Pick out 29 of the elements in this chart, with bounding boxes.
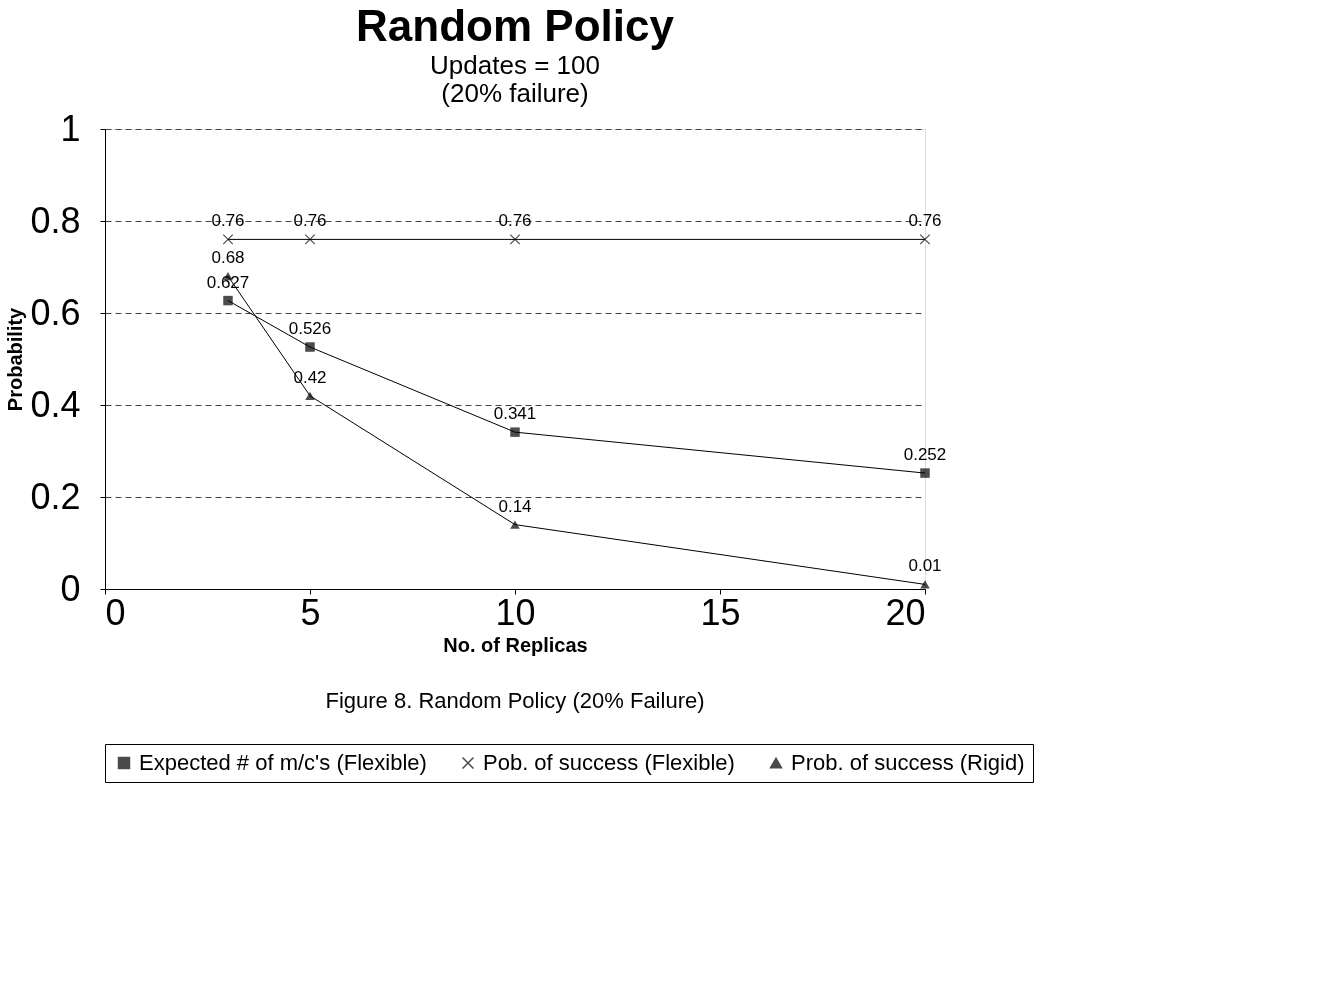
x-tick-label: 10 bbox=[495, 591, 536, 633]
data-label: 0.627 bbox=[206, 272, 250, 292]
x-tick-label: 0 bbox=[105, 591, 126, 633]
y-tick-label: 0.6 bbox=[30, 291, 81, 333]
data-label: 0.526 bbox=[288, 319, 332, 339]
y-tick-label: 0.8 bbox=[30, 199, 81, 241]
data-label: 0.01 bbox=[908, 556, 942, 576]
x-axis-title: No. of Replicas bbox=[443, 633, 588, 656]
caption: Figure 8. Random Policy (20% Failure) bbox=[325, 688, 705, 713]
data-label: 0.76 bbox=[498, 211, 532, 231]
data-label: 0.14 bbox=[498, 496, 532, 516]
data-label: 0.68 bbox=[211, 248, 245, 268]
x-tick-label: 5 bbox=[300, 591, 321, 633]
data-label: 0.76 bbox=[293, 211, 327, 231]
data-label: 0.76 bbox=[908, 211, 942, 231]
x-tick-label: 15 bbox=[700, 591, 741, 633]
legend-label: Prob. of success (Rigid) bbox=[791, 750, 1025, 775]
y-axis-title: Probability bbox=[4, 306, 27, 412]
chart-title: Random Policy bbox=[356, 1, 675, 50]
data-label: 0.341 bbox=[493, 404, 537, 424]
y-tick-label: 1 bbox=[60, 107, 81, 149]
y-tick-label: 0.4 bbox=[30, 383, 81, 425]
data-label: 0.252 bbox=[903, 445, 947, 465]
y-tick-label: 0.2 bbox=[30, 475, 81, 517]
data-label: 0.76 bbox=[211, 211, 245, 231]
legend-label: Expected # of m/c's (Flexible) bbox=[139, 750, 427, 775]
x-tick-label: 20 bbox=[885, 591, 926, 633]
legend-label: Pob. of success (Flexible) bbox=[483, 750, 735, 775]
chart-subtitle: Updates = 100 (20% failure) bbox=[430, 50, 600, 108]
